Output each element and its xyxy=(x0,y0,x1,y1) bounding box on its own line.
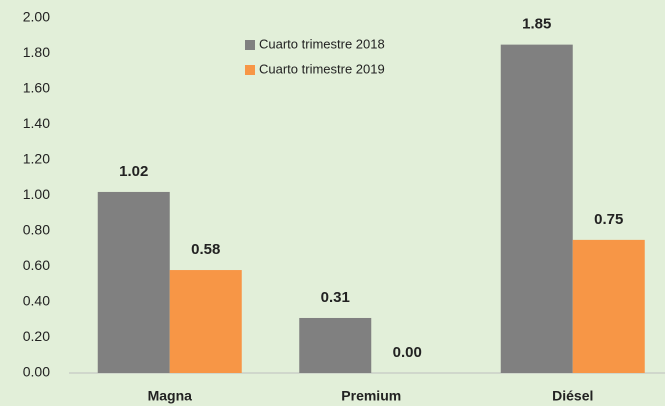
value-label: 0.75 xyxy=(594,211,623,228)
x-tick-label: Premium xyxy=(341,388,401,404)
value-label: 0.31 xyxy=(321,289,350,306)
bar xyxy=(299,317,372,373)
legend-label: Cuarto trimestre 2019 xyxy=(259,61,385,76)
value-label: 1.85 xyxy=(522,16,551,33)
y-tick-label: 2.00 xyxy=(23,9,50,25)
value-label: 1.02 xyxy=(119,163,148,180)
y-tick-label: 0.00 xyxy=(23,364,50,380)
bar xyxy=(500,44,573,373)
bar xyxy=(572,239,645,373)
y-tick-label: 0.60 xyxy=(23,257,50,273)
y-tick-label: 0.20 xyxy=(23,328,50,344)
bar xyxy=(169,270,242,373)
y-tick-label: 1.80 xyxy=(23,44,50,60)
x-tick-label: Diésel xyxy=(552,388,593,404)
y-tick-label: 0.80 xyxy=(23,222,50,238)
value-label: 0.00 xyxy=(393,344,422,361)
value-label: 0.58 xyxy=(191,241,220,258)
legend-label: Cuarto trimestre 2018 xyxy=(259,36,385,51)
bar xyxy=(97,191,170,373)
x-tick-label: Magna xyxy=(148,388,193,404)
y-tick-label: 1.20 xyxy=(23,151,50,167)
y-tick-label: 0.40 xyxy=(23,293,50,309)
legend-swatch xyxy=(245,65,255,75)
y-tick-label: 1.40 xyxy=(23,115,50,131)
y-tick-label: 1.00 xyxy=(23,186,50,202)
legend-swatch xyxy=(245,40,255,50)
y-tick-label: 1.60 xyxy=(23,80,50,96)
